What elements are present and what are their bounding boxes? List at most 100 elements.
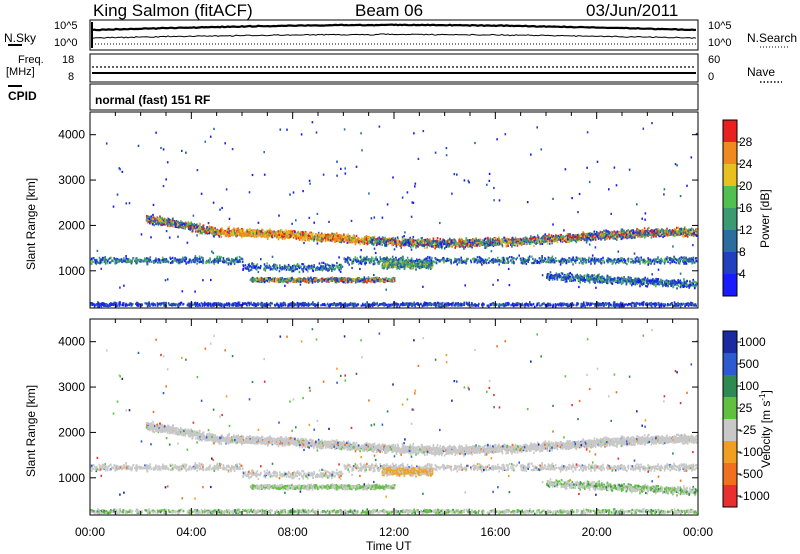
echo-cell [388, 242, 391, 245]
echo-cell [561, 240, 564, 243]
echo-cell [471, 238, 474, 241]
echo-cell [662, 229, 665, 232]
echo-cell [433, 243, 436, 246]
echo-cell [242, 265, 245, 268]
echo-cell [147, 215, 149, 218]
date-title: 03/Jun/2011 [586, 1, 679, 20]
noise-right-label: N.Search [747, 31, 798, 45]
echo-cell [284, 237, 286, 240]
echo-cell [507, 242, 509, 245]
echo-cell [556, 237, 559, 240]
echo-cell [346, 237, 348, 240]
echo-cell [531, 255, 533, 258]
echo-cell [330, 237, 332, 240]
echo-cell [310, 233, 312, 236]
echo-cell [441, 240, 444, 243]
echo-cell [269, 228, 271, 231]
echo-cell [622, 261, 625, 264]
echo-cell [367, 238, 369, 241]
echo-cell [541, 242, 544, 245]
echo-cell [329, 235, 331, 238]
echo-cell [355, 240, 358, 244]
echo-cell [389, 239, 392, 242]
echo-cell [408, 242, 411, 245]
echo-cell [299, 236, 301, 240]
echo-cell [489, 237, 492, 240]
echo-cell [548, 239, 551, 242]
echo-cell [443, 240, 446, 243]
echo-cell [564, 237, 566, 240]
echo-cell [390, 241, 393, 244]
echo-cell [658, 232, 660, 235]
echo-cell [387, 239, 389, 242]
echo-cell [195, 223, 197, 227]
echo-cell [146, 221, 149, 224]
echo-cell [649, 231, 651, 234]
echo-cell [369, 241, 372, 244]
echo-cell [505, 245, 508, 248]
echo-cell [392, 236, 394, 239]
echo-cell [618, 231, 621, 235]
echo-cell [410, 241, 413, 244]
echo-cell [281, 237, 284, 241]
echo-cell [394, 240, 396, 243]
echo-cell [154, 221, 156, 224]
nave-label: Nave [747, 65, 776, 79]
echo-cell [292, 234, 294, 237]
echo-cell [656, 261, 659, 264]
echo-cell [585, 232, 587, 236]
echo-cell [545, 238, 547, 241]
echo-cell [446, 240, 449, 243]
echo-cell [693, 232, 695, 236]
echo-cell [643, 227, 646, 230]
echo-cell [302, 236, 305, 239]
echo-cell [412, 245, 414, 248]
echo-cell [630, 231, 633, 234]
echo-cell [639, 235, 641, 238]
echo-cell [300, 265, 302, 268]
echo-cell [590, 239, 592, 242]
station-title: King Salmon (fitACF) [93, 1, 253, 20]
echo-cell [546, 242, 549, 245]
echo-cell [671, 229, 674, 232]
echo-cell [626, 236, 628, 239]
echo-cell [401, 238, 404, 241]
echo-cell [526, 237, 529, 240]
echo-cell [337, 234, 339, 237]
echo-cell [553, 240, 555, 243]
echo-cell [655, 258, 657, 261]
echo-cell [622, 233, 625, 236]
echo-cell [209, 225, 211, 228]
echo-cell [498, 237, 500, 240]
echo-cell [245, 232, 248, 235]
echo-cell [687, 229, 689, 232]
echo-cell [465, 244, 468, 247]
echo-cell [601, 237, 603, 240]
echo-cell [574, 235, 577, 239]
echo-cell [177, 221, 180, 224]
echo-cell [164, 220, 167, 223]
echo-cell [589, 232, 591, 235]
echo-cell [280, 231, 282, 234]
echo-cell [484, 237, 487, 240]
echo-cell [243, 232, 246, 235]
echo-cell [354, 236, 356, 239]
echo-cell [191, 226, 194, 229]
echo-cell [435, 257, 437, 260]
echo-cell [438, 246, 441, 249]
echo-cell [213, 235, 215, 238]
echo-cell [659, 233, 661, 236]
echo-cell [478, 255, 481, 259]
echo-cell [175, 223, 177, 226]
echo-cell [312, 232, 314, 235]
freq-unit-label: [MHz] [6, 66, 35, 78]
echo-cell [460, 238, 463, 241]
echo-cell [332, 235, 334, 238]
echo-cell [152, 216, 155, 219]
echo-cell [412, 243, 414, 246]
echo-cell [106, 262, 109, 265]
echo-cell [368, 240, 370, 243]
echo-cell [384, 244, 386, 247]
echo-cell [384, 236, 386, 239]
